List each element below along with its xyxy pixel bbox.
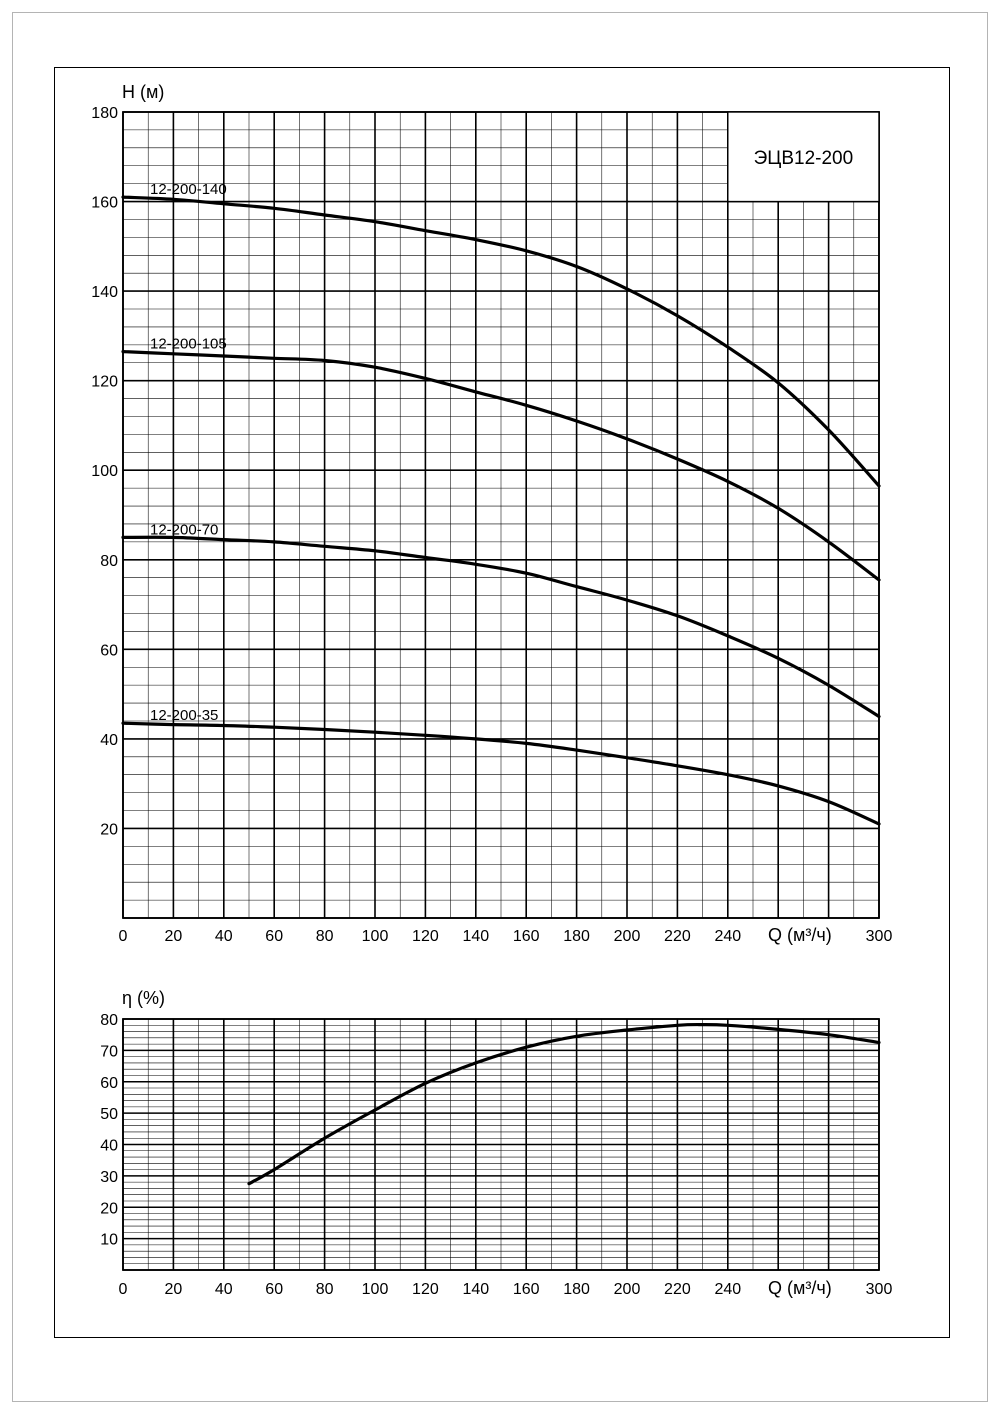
efficiency-x-tick-label: 220 xyxy=(664,1281,691,1298)
efficiency-y-axis-label: η (%) xyxy=(122,988,165,1008)
series-label-12-200-140: 12-200-140 xyxy=(150,181,227,198)
head-y-tick-label: 160 xyxy=(91,195,118,212)
efficiency-y-tick-label: 60 xyxy=(100,1075,118,1092)
head-y-tick-label: 80 xyxy=(100,553,118,570)
head-x-tick-label: 240 xyxy=(714,928,741,945)
model-title: ЭЦВ12-200 xyxy=(754,148,854,169)
efficiency-series-line xyxy=(247,1022,881,1186)
head-x-tick-label: 220 xyxy=(664,928,691,945)
efficiency-x-tick-label: 0 xyxy=(119,1281,128,1298)
efficiency-x-axis-label: Q (м³/ч) xyxy=(768,1278,832,1298)
head-x-tick-label: 200 xyxy=(614,928,641,945)
head-x-tick-label: 300 xyxy=(866,928,893,945)
efficiency-y-tick-label: 80 xyxy=(100,1012,118,1029)
head-x-tick-label: 60 xyxy=(265,928,283,945)
efficiency-x-tick-label: 200 xyxy=(614,1281,641,1298)
head-series-line xyxy=(121,350,881,582)
head-y-tick-label: 60 xyxy=(100,642,118,659)
head-y-tick-label: 180 xyxy=(91,105,118,122)
efficiency-x-tick-label: 240 xyxy=(714,1281,741,1298)
efficiency-y-tick-label: 70 xyxy=(100,1043,118,1060)
head-x-tick-label: 100 xyxy=(362,928,389,945)
efficiency-x-tick-label: 140 xyxy=(462,1281,489,1298)
head-y-tick-label: 40 xyxy=(100,732,118,749)
efficiency-chart: η (%) Q (м³/ч) 0 20 40 60 80 100 120 140 160 180 2… xyxy=(100,988,892,1298)
efficiency-y-tick-label: 10 xyxy=(100,1232,118,1249)
head-y-tick-label: 140 xyxy=(91,284,118,301)
efficiency-x-tick-label: 120 xyxy=(412,1281,439,1298)
inner-frame xyxy=(54,67,950,1338)
head-x-tick-label: 180 xyxy=(563,928,590,945)
head-y-axis-label: H (м) xyxy=(122,82,164,102)
efficiency-x-tick-label: 80 xyxy=(316,1281,334,1298)
head-grid xyxy=(122,111,880,919)
head-series-line xyxy=(121,535,881,719)
head-x-tick-label: 160 xyxy=(513,928,540,945)
head-y-tick-label: 100 xyxy=(91,463,118,480)
efficiency-y-tick-label: 20 xyxy=(100,1200,118,1217)
efficiency-y-tick-label: 50 xyxy=(100,1106,118,1123)
efficiency-x-tick-label: 60 xyxy=(265,1281,283,1298)
efficiency-plot-border xyxy=(122,1018,880,1271)
head-y-tick-label: 20 xyxy=(100,821,118,838)
head-x-axis-label: Q (м³/ч) xyxy=(768,925,832,945)
efficiency-x-tick-label: 300 xyxy=(866,1281,893,1298)
efficiency-x-tick-label: 40 xyxy=(215,1281,233,1298)
outer-frame xyxy=(12,12,988,1402)
head-series-line xyxy=(121,721,881,826)
series-label-12-200-35: 12-200-35 xyxy=(150,707,218,724)
head-x-tick-label: 140 xyxy=(462,928,489,945)
head-x-tick-label: 40 xyxy=(215,928,233,945)
head-x-tick-label: 120 xyxy=(412,928,439,945)
head-plot-border xyxy=(122,111,880,919)
series-label-12-200-105: 12-200-105 xyxy=(150,336,227,353)
efficiency-x-tick-label: 180 xyxy=(563,1281,590,1298)
efficiency-x-tick-label: 100 xyxy=(362,1281,389,1298)
efficiency-x-tick-label: 20 xyxy=(165,1281,183,1298)
model-title-box xyxy=(727,111,880,203)
head-x-tick-label: 20 xyxy=(165,928,183,945)
head-chart: H (м) Q (м³/ч) ЭЦВ12-200 0 20 40 60 80 100 120 1… xyxy=(91,82,892,945)
efficiency-x-tick-label: 160 xyxy=(513,1281,540,1298)
head-y-tick-label: 120 xyxy=(91,374,118,391)
head-series-line xyxy=(121,195,881,488)
efficiency-grid xyxy=(122,1018,880,1271)
efficiency-y-tick-label: 40 xyxy=(100,1138,118,1155)
head-x-tick-label: 0 xyxy=(119,928,128,945)
head-x-tick-label: 80 xyxy=(316,928,334,945)
efficiency-y-tick-label: 30 xyxy=(100,1169,118,1186)
series-label-12-200-70: 12-200-70 xyxy=(150,521,218,538)
